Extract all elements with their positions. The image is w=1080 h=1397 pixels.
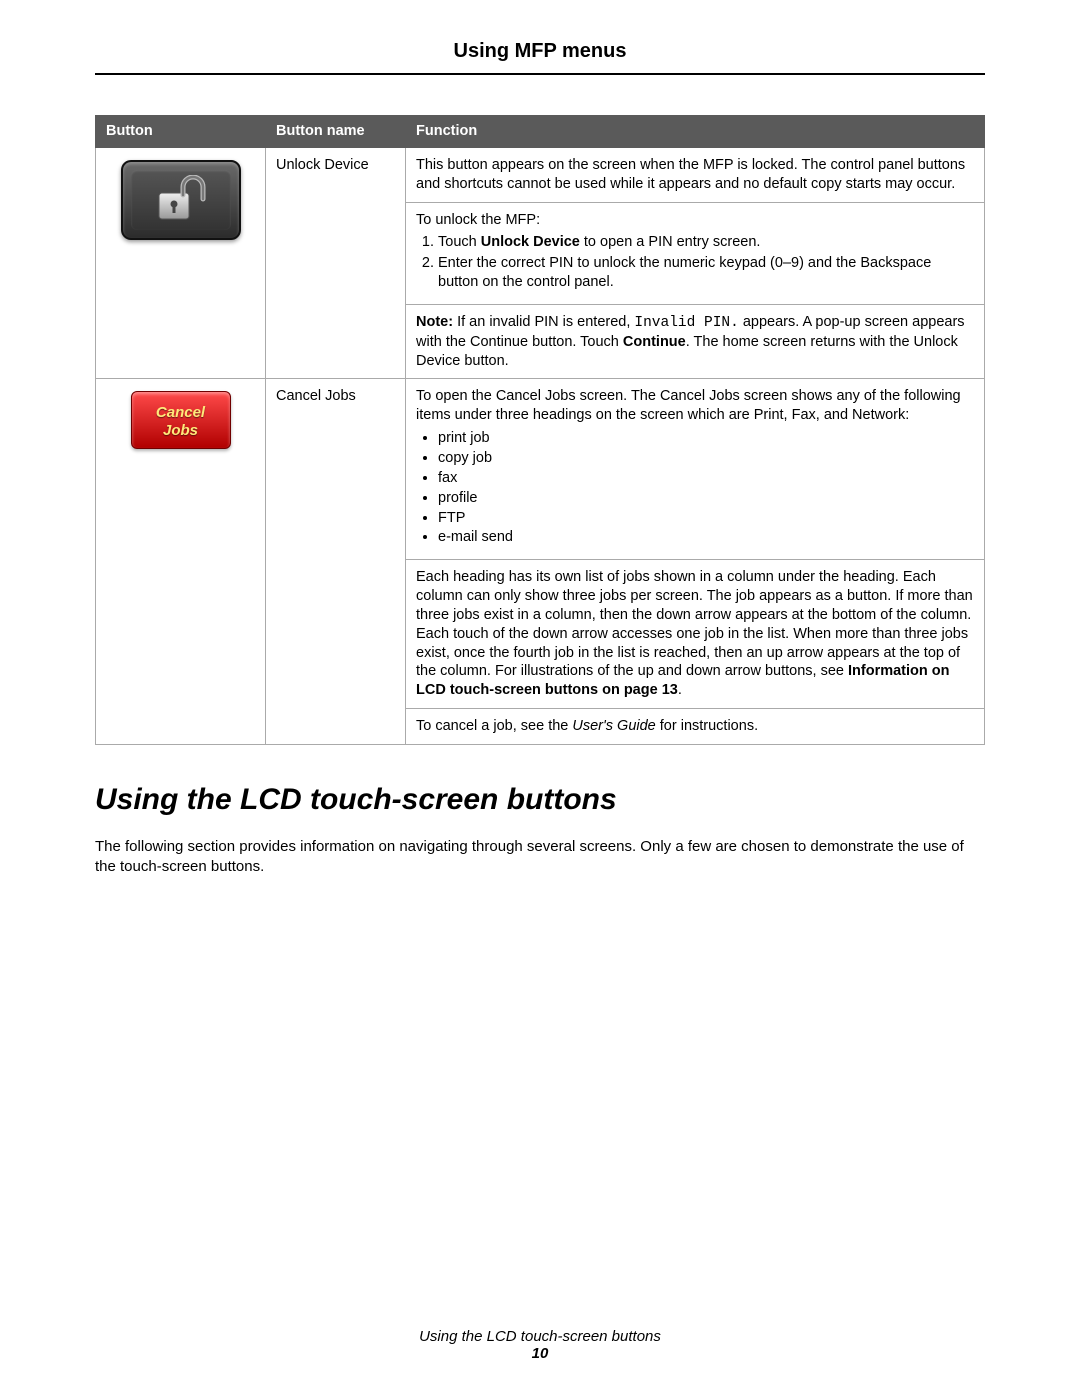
col-button-name: Button name [266,116,406,148]
padlock-icon [153,175,209,225]
note-code: Invalid PIN. [634,315,738,331]
cancel-jobs-icon: Cancel Jobs [131,391,231,449]
para3-text: To cancel a job, see the [416,718,572,734]
job-types-list: print job copy job fax profile FTP e-mai… [416,429,974,547]
step-text: Enter the correct PIN to unlock the nume… [438,255,931,290]
section-body: The following section provides informati… [95,837,985,878]
page-header: Using MFP menus [95,40,985,75]
step-1: Touch Unlock Device to open a PIN entry … [438,233,974,252]
section-heading: Using the LCD touch-screen buttons [95,783,985,817]
table-row: Cancel Jobs Cancel Jobs To open the Canc… [96,379,985,745]
list-item: fax [438,469,974,488]
footer-page-number: 10 [532,1345,549,1362]
note-bold: Continue [623,334,686,350]
step-text: Touch [438,234,481,250]
step-bold: Unlock Device [481,234,580,250]
list-item: print job [438,429,974,448]
note-label: Note: [416,314,453,330]
footer-title: Using the LCD touch-screen buttons [419,1328,661,1345]
button-name-cell: Unlock Device [266,147,406,379]
func-lead: To unlock the MFP: [416,211,974,230]
list-item: FTP [438,509,974,528]
col-button: Button [96,116,266,148]
cancel-label-2: Jobs [163,422,198,439]
note-text: If an invalid PIN is entered, [453,314,634,330]
step-2: Enter the correct PIN to unlock the nume… [438,254,974,292]
para2-post: . [678,682,682,698]
function-cell: To open the Cancel Jobs screen. The Canc… [406,379,985,745]
step-text: to open a PIN entry screen. [580,234,761,250]
page-footer: Using the LCD touch-screen buttons 10 [0,1328,1080,1362]
list-item: e-mail send [438,528,974,547]
button-name-cell: Cancel Jobs [266,379,406,745]
para3-post: for instructions. [656,718,758,734]
function-cell: This button appears on the screen when t… [406,147,985,379]
unlock-steps: Touch Unlock Device to open a PIN entry … [416,233,974,292]
func-intro: This button appears on the screen when t… [416,157,965,192]
para3-italic: User's Guide [572,718,655,734]
list-item: copy job [438,449,974,468]
buttons-table: Button Button name Function [95,115,985,745]
cancel-label-1: Cancel [156,404,205,421]
func-intro: To open the Cancel Jobs screen. The Canc… [416,388,961,423]
unlock-device-icon [121,160,241,240]
list-item: profile [438,489,974,508]
table-row: Unlock Device This button appears on the… [96,147,985,379]
col-function: Function [406,116,985,148]
